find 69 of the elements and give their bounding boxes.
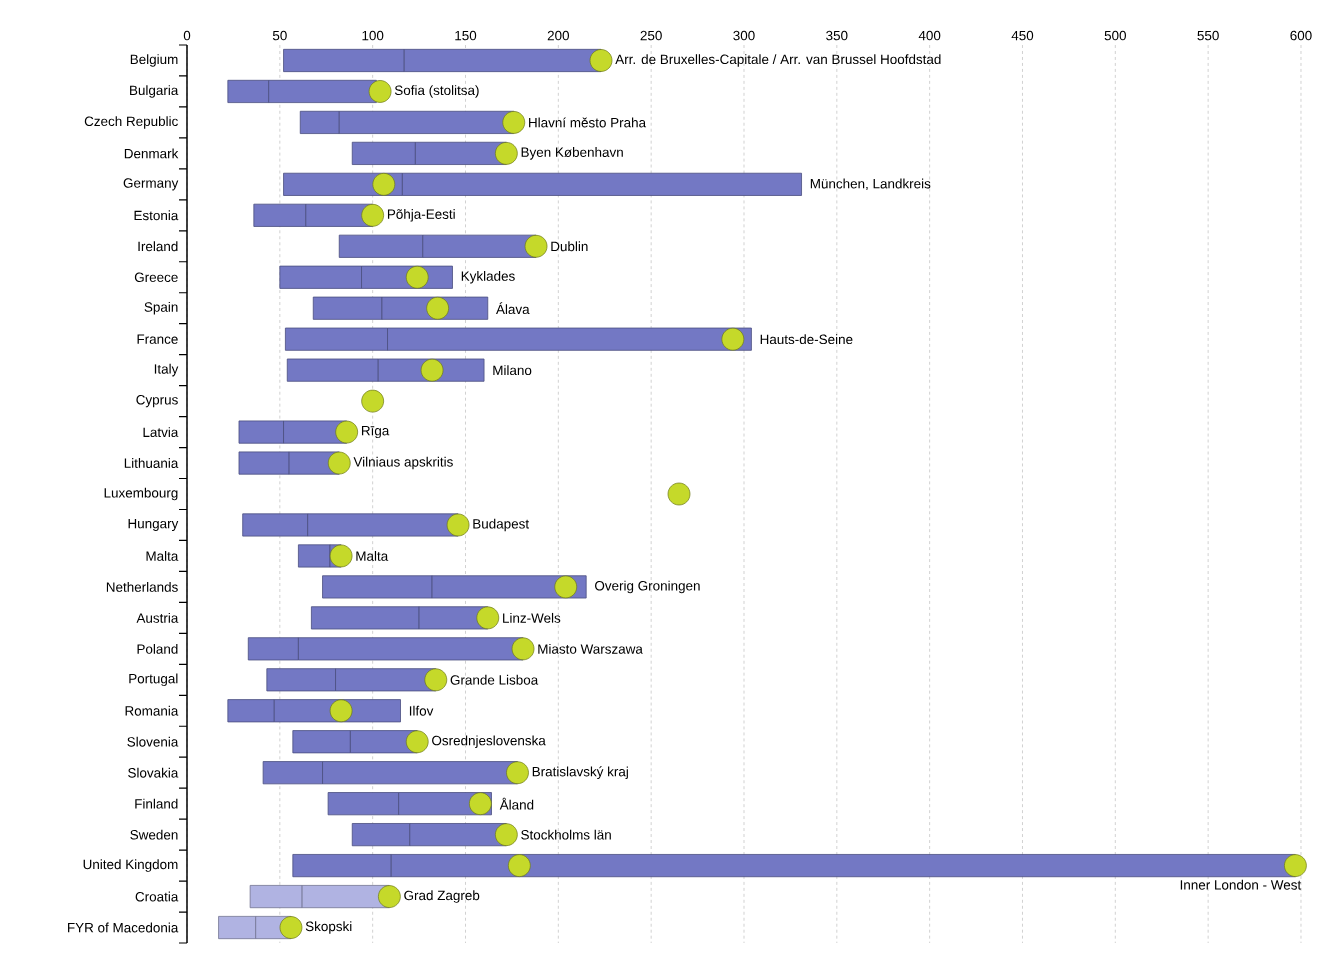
annotation: Ilfov [409,705,434,716]
annotation: Dublin [551,241,588,252]
x-tick-label: 300 [733,30,755,41]
annotation: Álava [496,302,530,315]
y-tick-label: Estonia [134,210,179,221]
y-tick-label: Portugal [129,673,178,687]
annotation: Hlavní město Praha [529,117,647,128]
annotation: Vilniaus apskritis [353,456,453,470]
y-tick-label: Slovenia [127,736,179,747]
x-tick-label: 400 [918,30,941,41]
annotation: Põhja-Eesti [387,209,455,222]
annotation: Linz-Wels [503,612,561,623]
annotation: Miasto Warszawa [538,643,643,654]
y-tick-label: Latvia [143,427,179,438]
annotation: Budapest [473,518,529,532]
y-tick-label: Germany [123,178,179,191]
y-tick-label: Bulgaria [130,85,179,98]
annotation: Rīga [361,426,390,439]
y-tick-label: Greece [134,272,178,282]
y-tick-label: Romania [125,705,179,716]
x-tick-label: 50 [272,30,287,41]
y-tick-label: Poland [137,643,178,654]
x-tick-label: 200 [547,30,570,41]
y-tick-label: Belgium [130,54,178,67]
annotation: Bratislavský kraj [532,766,628,780]
y-tick-label: United Kingdom [83,859,178,872]
annotation: Osrednjeslovenska [432,735,546,749]
y-tick-label: Austria [136,612,179,623]
y-tick-label: Malta [146,551,179,561]
y-tick-label: France [137,334,178,344]
y-tick-label: Spain [144,301,178,315]
annotation: Grad Zagreb [404,890,480,903]
annotation: Åland [499,797,534,810]
y-tick-label: Denmark [124,148,179,159]
annotation: Grande Lisboa [450,674,539,685]
annotation: München, Landkreis [810,178,931,191]
y-tick-label: Croatia [135,891,179,902]
x-tick-label: 0 [183,30,191,41]
annotation: Sofia (stolitsa) [394,85,479,98]
y-tick-label: Finland [135,798,178,809]
y-tick-label: Cyprus [136,395,178,408]
x-tick-label: 350 [826,30,848,41]
x-tick-label: 150 [455,30,477,41]
x-tick-label: 500 [1104,30,1126,41]
y-tick-label: Hungary [128,518,179,531]
y-tick-label: Sweden [130,829,178,840]
annotation: Inner London - West [1180,879,1302,890]
y-tick-label: Ireland [138,241,178,252]
x-tick-label: 550 [1197,30,1219,41]
annotation: Milano [493,365,532,376]
y-tick-label: Slovakia [128,767,179,778]
y-tick-label: Luxembourg [104,487,178,501]
annotation: Hauts-de-Seine [760,334,853,345]
y-tick-label: Netherlands [106,581,178,592]
annotation: Stockholms län [521,829,611,840]
x-tick-label: 450 [1011,30,1034,41]
annotation: Byen København [521,147,623,160]
annotation: Malta [356,551,389,561]
y-tick-label: Lithuania [124,458,179,468]
annotation: Arr. de Bruxelles-Capitale / Arr. van Brussel Hoofdstad [615,54,941,67]
y-tick-label: Italy [154,363,179,377]
y-tick-label: FYR of Macedonia [68,922,179,933]
annotation: Kyklades [461,270,515,284]
x-tick-label: 600 [1290,30,1312,41]
annotation: Skopski [305,921,352,934]
x-tick-label: 250 [640,30,662,41]
x-tick-label: 100 [362,30,384,41]
y-tick-label: Czech Republic [84,116,178,129]
annotation: Overig Groningen [595,580,700,594]
